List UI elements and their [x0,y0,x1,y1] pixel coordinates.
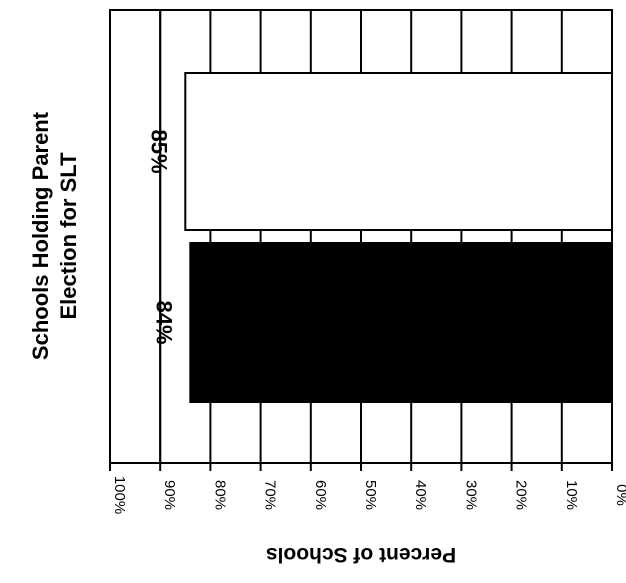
x-axis-ticks: 100% 90% 80% 70% 60% 50% 40% 30% 20% 10% 0% [109,463,626,514]
x-tick-label: 70% [262,480,279,510]
chart-title-line-1: Schools Holding Parent [28,111,53,360]
x-tick-label: 20% [513,480,530,510]
x-tick-label: 30% [462,480,479,510]
x-tick-label: 90% [161,480,178,510]
x-tick-label: 100% [111,476,128,514]
chart-title-line-2: Election for SLT [56,152,81,320]
x-tick-label: 10% [563,480,580,510]
data-label: 84% [151,300,176,344]
data-label: 85% [146,129,171,173]
x-tick-label: 50% [362,480,379,510]
bars [184,72,614,403]
x-axis-title: Percent of Schools [266,543,456,566]
x-tick-label: 80% [211,480,228,510]
bar [189,242,613,403]
bar [184,72,614,231]
data-labels: 85% 84% [146,129,176,344]
x-tick-label: 0% [613,484,626,506]
x-tick-label: 60% [312,480,329,510]
x-tick-label: 40% [412,480,429,510]
